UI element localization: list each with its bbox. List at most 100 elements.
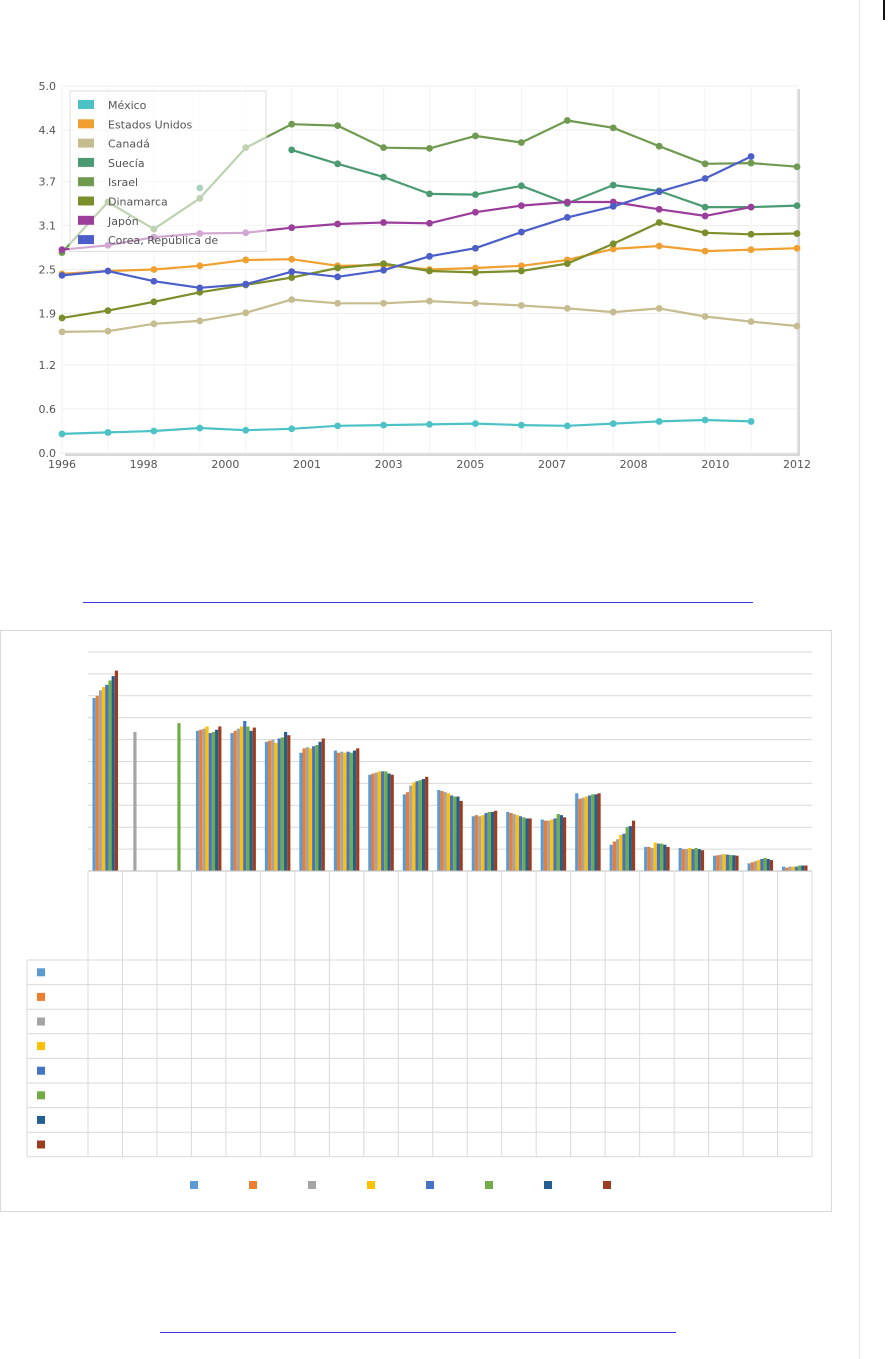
data-point xyxy=(196,284,204,292)
table-row-key xyxy=(37,968,45,977)
legend-swatch xyxy=(78,138,94,148)
data-point xyxy=(58,314,66,322)
data-point xyxy=(380,266,387,274)
legend-label: Japón xyxy=(107,215,139,228)
data-point xyxy=(334,220,342,228)
line-series xyxy=(58,153,755,292)
y-tick-label: 0.6 xyxy=(39,403,57,416)
data-point xyxy=(517,202,525,210)
data-point xyxy=(242,426,250,434)
x-tick-label: 2000 xyxy=(211,458,239,471)
bar xyxy=(233,730,237,871)
bar xyxy=(785,867,789,871)
data-point xyxy=(334,264,342,272)
bar xyxy=(371,773,375,871)
bar xyxy=(700,850,705,871)
legend-label: Israel xyxy=(108,176,138,189)
bar xyxy=(597,793,601,871)
table-row-key xyxy=(37,1066,45,1075)
page-edge xyxy=(859,0,860,1359)
bar xyxy=(215,729,219,871)
bar xyxy=(105,684,109,871)
legend-swatch xyxy=(485,1181,493,1189)
bar xyxy=(556,814,560,871)
data-point xyxy=(747,246,755,254)
legend-swatch xyxy=(603,1181,611,1189)
data-point xyxy=(288,224,296,232)
bar xyxy=(769,860,774,871)
bar xyxy=(547,820,551,871)
data-point xyxy=(426,420,433,428)
legend-swatch xyxy=(78,177,94,187)
data-point xyxy=(609,420,617,428)
table-row-key xyxy=(37,992,45,1001)
bar xyxy=(735,855,739,871)
bar xyxy=(490,811,495,871)
bar xyxy=(788,866,792,871)
bar xyxy=(337,752,341,871)
bar xyxy=(211,731,216,871)
data-point xyxy=(563,260,571,268)
bar xyxy=(230,733,234,871)
bar xyxy=(343,752,347,871)
legend-swatch xyxy=(78,196,94,206)
legend-label: Corea, República de xyxy=(108,234,218,247)
legend-box xyxy=(69,90,267,252)
data-point xyxy=(426,144,433,152)
data-point xyxy=(58,246,66,254)
data-point xyxy=(517,267,525,275)
bar xyxy=(697,849,701,871)
bar xyxy=(528,818,532,871)
x-tick-label: 2005 xyxy=(456,458,484,471)
bar xyxy=(559,815,563,871)
data-point xyxy=(747,418,755,425)
data-point xyxy=(242,309,250,317)
bar xyxy=(591,794,595,871)
bar xyxy=(381,771,385,871)
data-point xyxy=(793,322,801,330)
data-point xyxy=(793,202,801,210)
data-point xyxy=(334,273,342,281)
bar xyxy=(208,733,212,871)
bar xyxy=(308,748,313,871)
bar xyxy=(387,773,391,871)
y-tick-label: 5.0 xyxy=(39,80,57,93)
legend-swatch xyxy=(544,1181,552,1189)
data-point xyxy=(472,420,479,428)
data-point xyxy=(334,422,342,430)
data-point xyxy=(288,274,296,281)
legend-swatch xyxy=(308,1181,316,1189)
data-point xyxy=(701,212,709,220)
data-point xyxy=(58,328,66,336)
bar xyxy=(443,792,447,871)
bar xyxy=(791,866,795,871)
bar xyxy=(550,819,554,871)
data-point xyxy=(104,327,112,335)
data-point xyxy=(196,262,204,270)
data-point xyxy=(426,267,433,275)
x-tick-label: 2001 xyxy=(293,458,321,471)
bar xyxy=(402,794,406,871)
data-point xyxy=(655,305,663,312)
bar xyxy=(459,800,463,871)
bar xyxy=(450,795,454,871)
data-point xyxy=(563,305,571,312)
bar xyxy=(287,735,291,871)
data-point xyxy=(609,124,617,132)
data-point xyxy=(655,242,663,250)
legend-label: Suecía xyxy=(108,157,145,170)
bar xyxy=(384,771,388,871)
bar xyxy=(349,752,353,871)
table-row-key xyxy=(37,1115,45,1124)
bar xyxy=(98,690,103,871)
chart-frame xyxy=(0,630,832,1212)
bar xyxy=(302,748,306,871)
bar xyxy=(478,816,482,871)
data-point xyxy=(609,240,617,248)
legend-label: Dinamarca xyxy=(108,196,168,209)
bar xyxy=(264,741,269,871)
bar xyxy=(801,865,805,871)
bar xyxy=(195,730,200,871)
bar xyxy=(437,789,441,871)
line-series xyxy=(58,416,755,438)
